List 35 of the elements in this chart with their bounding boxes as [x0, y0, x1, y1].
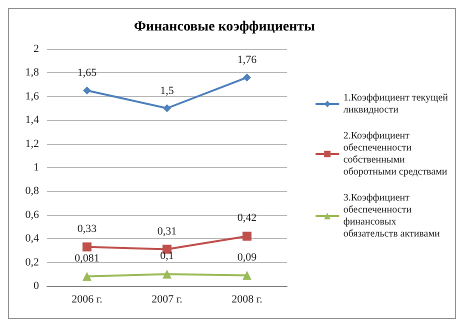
y-tick-label: 0,8 — [25, 185, 40, 198]
point — [242, 270, 252, 280]
data-label: 0,33 — [77, 222, 98, 235]
data-label: 0,31 — [157, 225, 177, 238]
data-label: 0,09 — [237, 251, 258, 264]
y-tick-label: 1,4 — [25, 114, 40, 126]
y-tick-label: 1,8 — [25, 66, 40, 79]
data-label: 0,1 — [160, 250, 174, 262]
data-label: 1,65 — [77, 66, 98, 79]
x-tick-label: 2008 г. — [232, 294, 263, 306]
point — [242, 232, 252, 241]
x-tick-label: 2006 г. — [72, 294, 103, 306]
x-tick-label: 2007 г. — [152, 294, 183, 306]
y-tick-label: 0,6 — [25, 208, 40, 221]
data-label: 0,42 — [237, 212, 257, 224]
data-label: 0,081 — [74, 252, 100, 264]
data-label: 1,5 — [160, 84, 174, 97]
legend-label: 1.Коэффициент текущей ликвидности — [343, 92, 449, 116]
y-tick-label: 0,4 — [25, 232, 40, 245]
y-tick-label: 1 — [34, 162, 39, 174]
legend-label: 3.Коэффициент обеспеченности финансовых обязательств активами — [343, 192, 441, 240]
point — [82, 242, 92, 252]
chart-title: Финансовые коэффициенты — [134, 20, 316, 34]
y-tick-label: 1,6 — [25, 90, 40, 102]
point — [83, 86, 91, 94]
point — [162, 270, 172, 279]
y-tick-label: 2 — [34, 43, 39, 55]
y-tick-label: 1,2 — [25, 138, 39, 150]
point — [82, 272, 92, 281]
legend-label: 2.Коэффициент обеспеченности собственными оборотными средствами — [343, 130, 448, 178]
point — [163, 104, 171, 112]
point — [243, 73, 251, 82]
y-tick-label: 0,2 — [25, 256, 39, 268]
y-tick-label: 0 — [34, 280, 40, 292]
data-label: 1,76 — [237, 54, 258, 66]
